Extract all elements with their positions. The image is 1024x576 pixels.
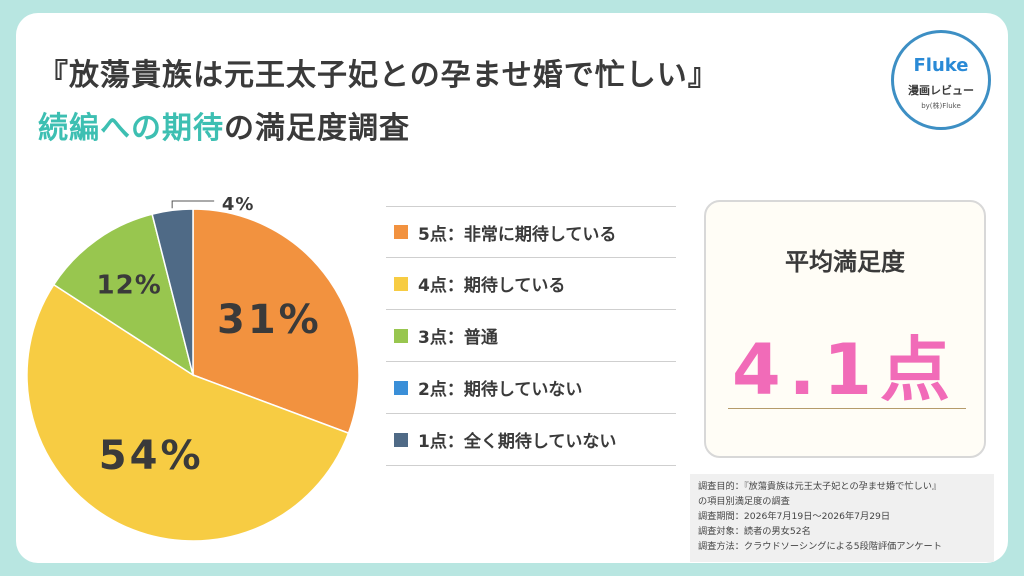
average-underline [728,408,966,409]
legend-label: 3点：普通 [418,328,498,348]
legend-swatch [394,276,408,291]
note-line: 調査期間：2026年7月19日〜2026年7月29日 [698,511,891,522]
legend-label: 1点：全く期待していない [418,432,617,452]
title-rest: の満足度調査 [224,111,410,146]
legend-item: 1点：全く期待していない [386,414,676,466]
legend-item: 4点：期待している [386,258,676,310]
pie-label-2: 54% [99,433,204,479]
legend-label: 2点：期待していない [418,380,583,400]
pie-slice-2 [26,283,350,542]
title-line-1: 『放蕩貴族は元王太子妃との孕ませ婚で忙しい』 [38,58,719,93]
logo-subtitle: 漫画レビュー [908,84,974,97]
note-line: 調査目的：『放蕩貴族は元王太子妃との孕ませ婚で忙しい』 [698,481,942,492]
pie-slice-1 [192,208,360,435]
legend-label: 5点：非常に期待している [418,224,617,245]
legend-item: 2点：期待していない [386,362,676,414]
legend-swatch [394,328,408,343]
note-line: 調査対象：読者の男女52名 [698,526,811,537]
legend-item: 5点：非常に期待している [386,206,676,258]
average-title: 平均満足度 [785,248,905,276]
logo-by: by(株)Fluke [921,102,961,110]
legend-swatch [394,432,408,447]
legend: 5点：非常に期待している 4点：期待している 3点：普通 2点：期待していない … [386,206,676,466]
pie-slice-3 [52,213,195,377]
pie-leader-line [171,200,215,209]
pie-label-5: 4% [222,194,255,215]
average-value: 4.1点 [731,329,958,411]
logo-brand: Fluke [913,55,969,76]
title-line-2: 続編への期待の満足度調査 [38,103,410,147]
title-highlight: 続編への期待 [38,111,224,146]
legend-label: 4点：期待している [418,276,566,296]
legend-swatch [394,380,408,395]
pie-slice-5 [151,208,194,376]
note-line: の項目別満足度の調査 [698,496,790,507]
fluke-logo: Fluke 漫画レビュー by(株)Fluke [891,30,991,130]
survey-notes: 調査目的：『放蕩貴族は元王太子妃との孕ませ婚で忙しい』 の項目別満足度の調査 調… [690,474,994,562]
pie-label-1: 31% [217,297,322,343]
legend-item: 3点：普通 [386,310,676,362]
legend-swatch [394,225,408,239]
pie-label-3: 12% [97,270,162,300]
note-line: 調査方法：クラウドソーシングによる5段階評価アンケート [698,541,942,552]
average-score-box: 平均満足度 4.1点 [704,200,986,458]
